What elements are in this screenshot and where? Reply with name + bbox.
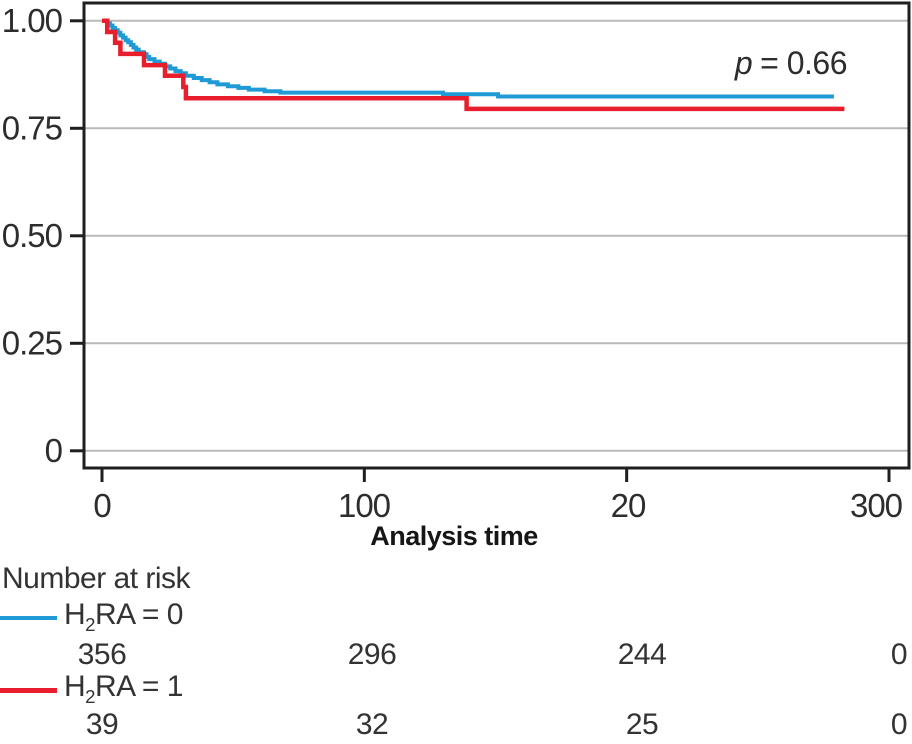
legend-label-text: RA = 0 xyxy=(95,598,183,631)
p-value-annotation: p = 0.66 xyxy=(734,44,848,82)
x-tick-label: 0 xyxy=(93,487,111,524)
risk-count: 0 xyxy=(890,708,908,741)
legend-label-subscript: 2 xyxy=(85,614,96,635)
legend-label-h2ra-1: H2RA = 1 xyxy=(64,670,183,707)
legend-label-text: RA = 1 xyxy=(95,670,183,703)
y-tick-label: 0 xyxy=(45,432,63,469)
x-tick-label: 100 xyxy=(338,487,391,524)
survival-plot: 0 0.25 0.50 0.75 1.00 0 100 20 300 xyxy=(2,1,911,524)
p-symbol: p xyxy=(734,45,753,81)
p-value-text: = 0.66 xyxy=(760,45,847,81)
y-tick-label: 0.25 xyxy=(2,324,62,361)
survival-curve-h2ra-1 xyxy=(102,18,845,112)
y-tick-label: 0.75 xyxy=(2,109,62,146)
risk-count: 32 xyxy=(355,708,389,741)
risk-count: 244 xyxy=(617,638,667,671)
legend-label-subscript: 2 xyxy=(85,686,96,707)
risk-count: 25 xyxy=(625,708,659,741)
legend-swatch-h2ra-0 xyxy=(0,616,57,620)
legend-label-h2ra-0: H2RA = 0 xyxy=(64,598,183,635)
y-tick-label: 0.50 xyxy=(2,217,63,254)
x-tick-label: 20 xyxy=(611,487,646,524)
legend-label-text: H xyxy=(64,670,86,703)
y-tick-label: 1.00 xyxy=(2,2,63,39)
x-axis-title: Analysis time xyxy=(370,521,538,551)
risk-count: 0 xyxy=(890,638,908,671)
legend-swatch-h2ra-1 xyxy=(0,688,57,693)
survival-curve-h2ra-0 xyxy=(102,18,834,99)
risk-count: 296 xyxy=(347,638,397,671)
risk-count: 39 xyxy=(85,708,119,741)
number-at-risk-title: Number at risk xyxy=(2,562,191,595)
legend-label-text: H xyxy=(64,598,86,631)
risk-count: 356 xyxy=(77,638,127,671)
x-tick-label: 300 xyxy=(850,487,903,524)
